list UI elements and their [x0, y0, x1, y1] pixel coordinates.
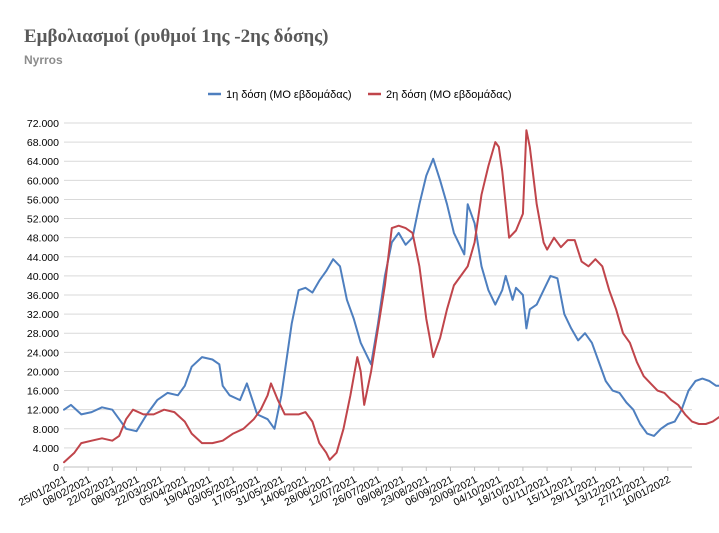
y-tick-label: 68.000: [27, 137, 59, 149]
series-lines: [63, 129, 719, 464]
y-tick-label: 24.000: [27, 347, 59, 359]
y-tick-label: 36.000: [27, 290, 59, 302]
y-tick-label: 12.000: [27, 405, 59, 417]
y-tick-label: 60.000: [27, 175, 59, 187]
x-axis: 25/01/202108/02/202122/02/202108/03/2021…: [17, 466, 692, 509]
y-tick-label: 8.000: [33, 424, 59, 436]
y-tick-label: 52.000: [27, 214, 59, 226]
legend: 1η δόση (ΜΟ εβδομάδας) 2η δόση (ΜΟ εβδομ…: [208, 89, 512, 101]
series-line-first-dose: [63, 157, 719, 437]
y-axis: 0 4.000 8.000 12.000 16.000 20.000 24.000 28.00…: [27, 118, 59, 474]
chart-title: Εμβολιασμοί (ρυθμοί 1ης -2ης δόσης): [24, 26, 329, 47]
y-tick-label: 4.000: [33, 443, 59, 455]
y-tick-label: 32.000: [27, 309, 59, 321]
y-tick-label: 64.000: [27, 156, 59, 168]
y-tick-label: 16.000: [27, 386, 59, 398]
legend-label-first-dose: 1η δόση (ΜΟ εβδομάδας): [226, 89, 352, 101]
legend-label-second-dose: 2η δόση (ΜΟ εβδομάδας): [386, 89, 512, 101]
chart-subtitle: Nyrros: [24, 53, 63, 67]
gridlines: [64, 122, 692, 468]
y-tick-label: 56.000: [27, 194, 59, 206]
y-tick-label: 20.000: [27, 366, 59, 378]
y-tick-label: 72.000: [27, 118, 59, 130]
y-tick-label: 40.000: [27, 271, 59, 283]
series-line-second-dose: [63, 129, 719, 464]
y-tick-label: 28.000: [27, 328, 59, 340]
y-tick-label: 44.000: [27, 252, 59, 264]
y-tick-label: 0: [53, 462, 59, 474]
y-tick-label: 48.000: [27, 233, 59, 245]
